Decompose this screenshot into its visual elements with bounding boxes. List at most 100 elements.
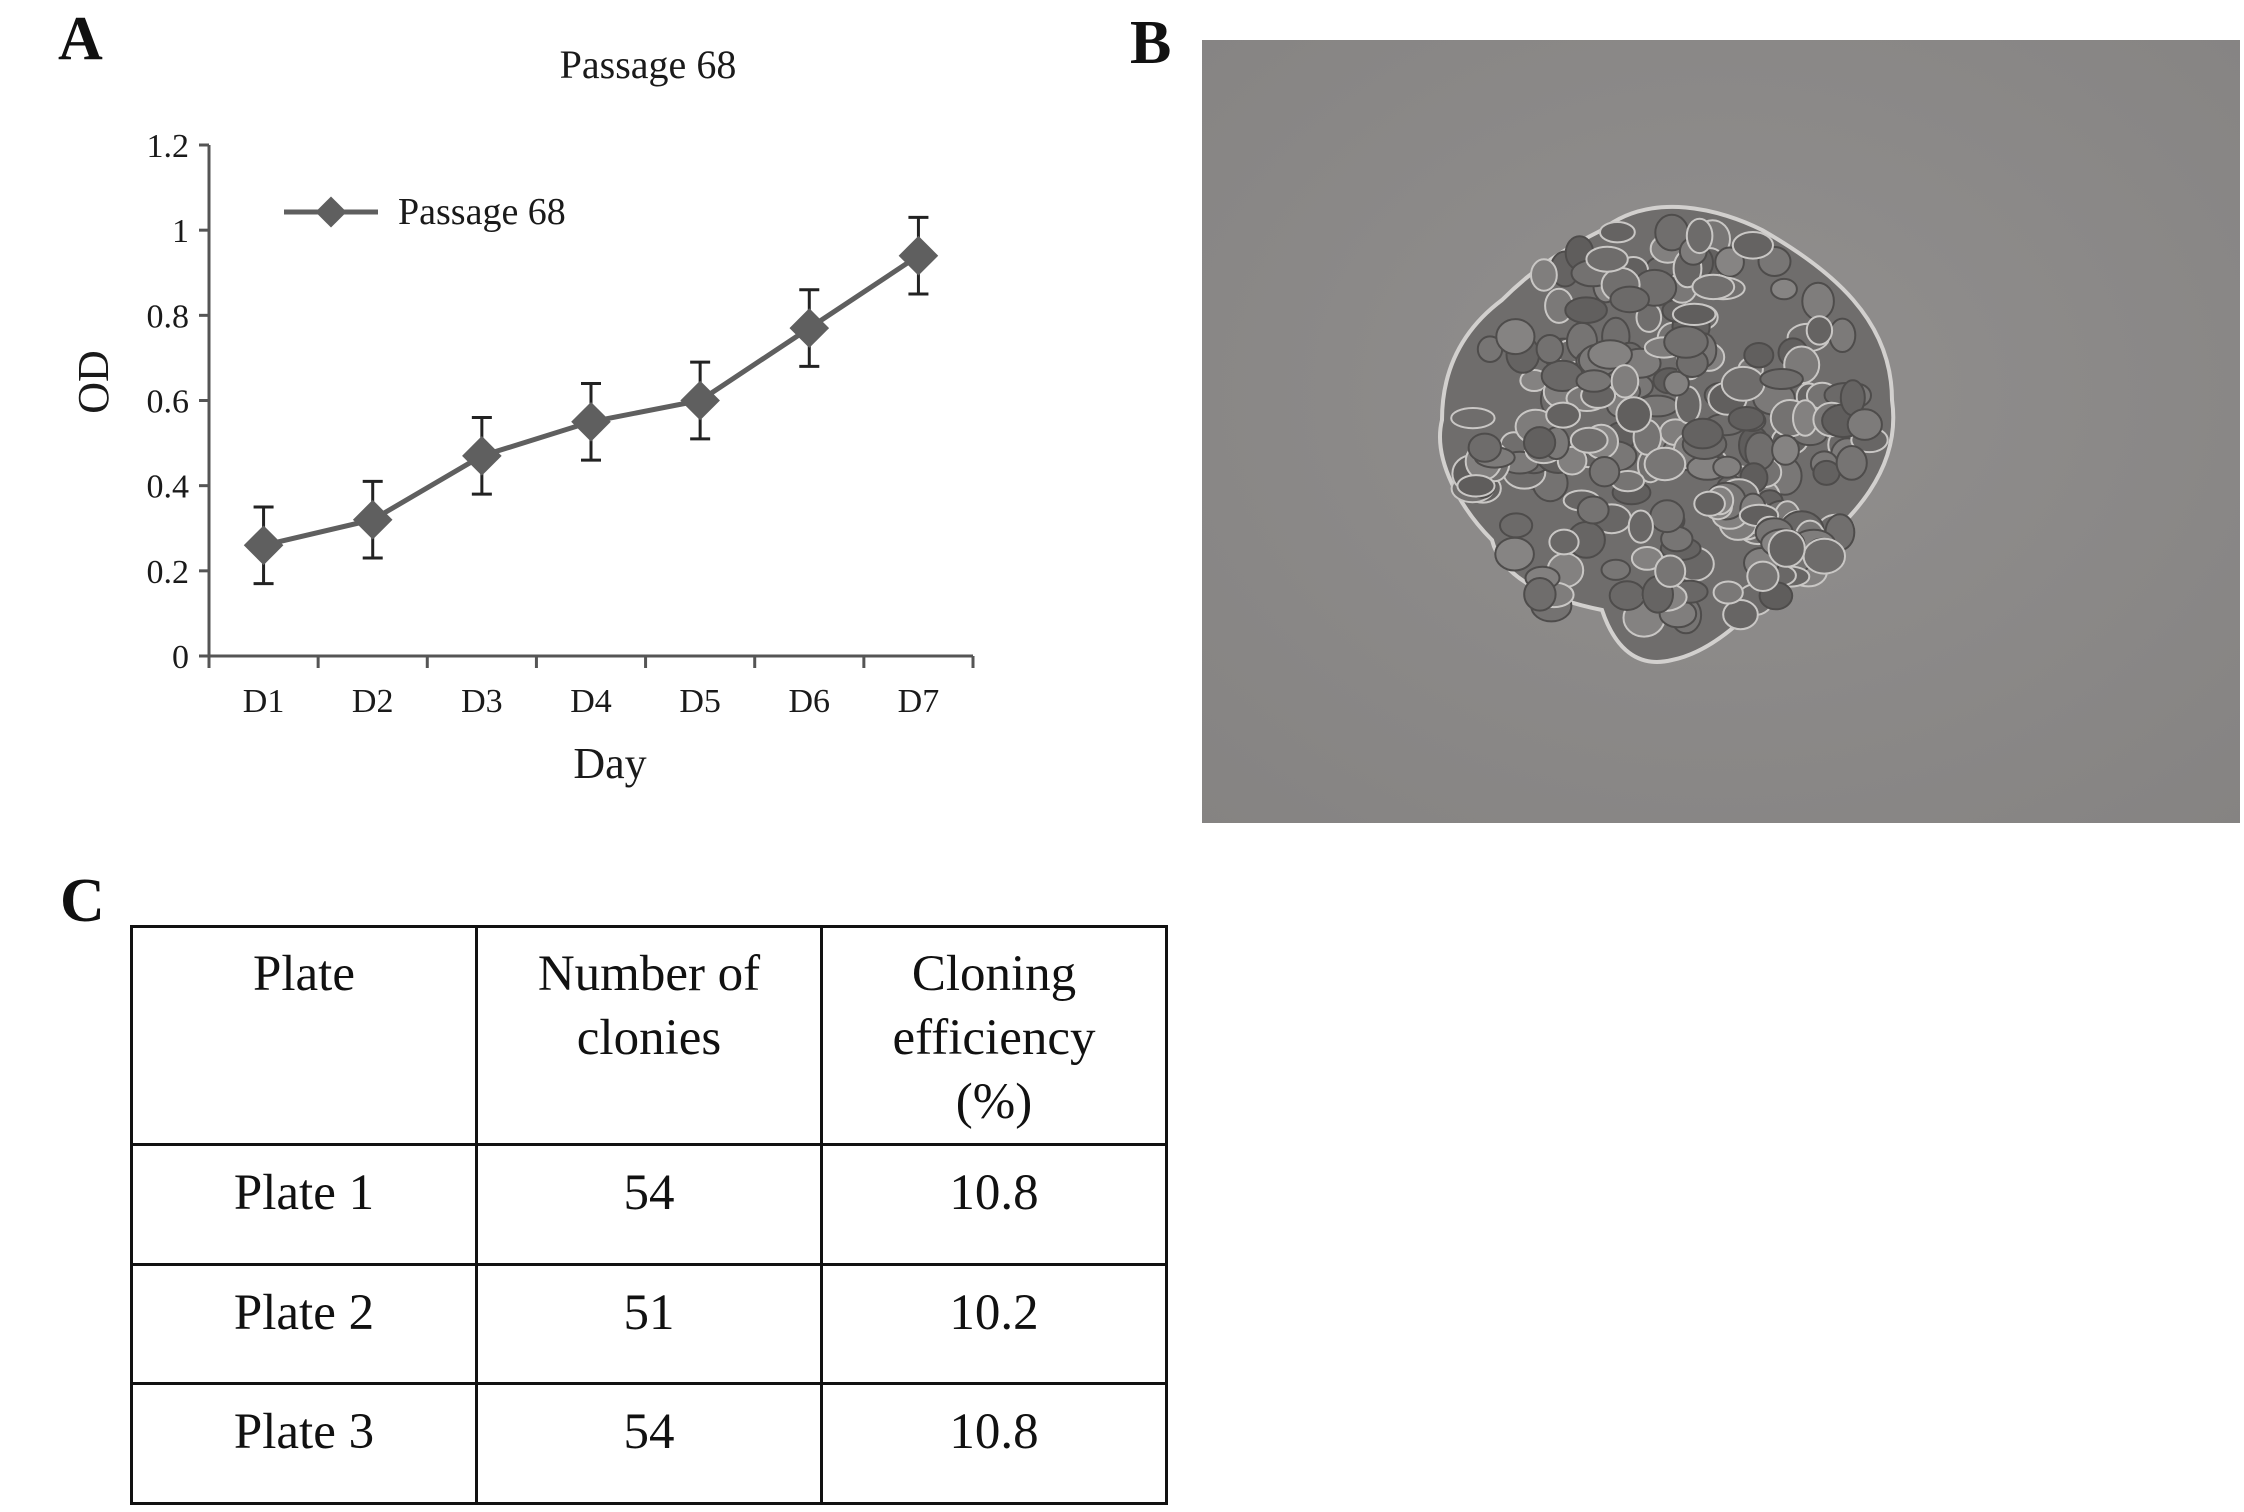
cell — [1599, 221, 1636, 244]
cell — [1835, 445, 1868, 481]
x-tick-label: D6 — [789, 683, 831, 720]
data-point — [789, 308, 830, 348]
cell — [1523, 577, 1557, 612]
y-tick-label: 0.2 — [147, 554, 190, 591]
panel-label-c: C — [60, 867, 105, 935]
cell — [1587, 339, 1633, 370]
panel-label-a: A — [58, 5, 103, 73]
cell — [1600, 558, 1632, 581]
data-point — [462, 436, 502, 476]
cell — [1456, 474, 1496, 498]
cell — [1615, 396, 1653, 433]
cell — [1693, 490, 1726, 517]
cell — [1727, 406, 1766, 432]
data-point — [243, 525, 284, 566]
cell — [1746, 560, 1780, 592]
cell — [1802, 537, 1846, 575]
x-tick-label: D5 — [679, 683, 721, 720]
data-point — [898, 235, 939, 276]
table-header-row: Plate Number of clonies Cloning efficien… — [130, 925, 1168, 1146]
cell — [1691, 273, 1736, 301]
cell — [1828, 317, 1857, 353]
cell — [1722, 599, 1759, 631]
x-tick-label: D1 — [243, 683, 285, 720]
data-point — [680, 380, 720, 421]
data-point — [571, 401, 611, 442]
cell — [1731, 231, 1775, 260]
table-cell-efficiency: 10.8 — [820, 1382, 1168, 1505]
cell — [1712, 455, 1742, 479]
data-point — [352, 499, 393, 540]
header-plate: Plate — [130, 925, 478, 1146]
header-line: Number of — [537, 946, 761, 1002]
table-cell-plate: Plate 2 — [130, 1262, 478, 1386]
cell — [1548, 528, 1580, 556]
cell — [1805, 315, 1834, 346]
cell — [1608, 580, 1646, 611]
table-cell-clonies: 54 — [475, 1382, 823, 1505]
cell — [1494, 536, 1535, 572]
legend: Passage 68 — [284, 191, 566, 233]
cell — [1467, 432, 1502, 463]
table-cell-clonies: 54 — [475, 1143, 823, 1266]
panel-label-b: B — [1130, 9, 1172, 77]
micrograph-colony-image — [1202, 40, 2240, 823]
y-axis-label: OD — [69, 350, 118, 414]
growth-line-chart: Passage 68 OD Day 0 0.2 0.4 0.6 0.8 1 1.2 D1 D2… — [69, 42, 975, 788]
chart-title: Passage 68 — [560, 42, 737, 87]
cell — [1767, 529, 1806, 568]
cell — [1569, 426, 1609, 454]
cell — [1681, 417, 1724, 450]
x-axis-label: Day — [573, 739, 646, 788]
y-tick-label: 0.6 — [147, 384, 190, 421]
cell — [1663, 325, 1709, 359]
y-tick-label: 1.2 — [147, 128, 190, 165]
header-line: efficiency — [892, 1010, 1096, 1066]
cell — [1609, 285, 1651, 314]
cell — [1714, 246, 1745, 278]
table-row: Plate 1 54 10.8 — [130, 1143, 1168, 1266]
cell — [1771, 434, 1800, 466]
cell — [1495, 318, 1536, 356]
cell — [1499, 512, 1534, 539]
cell — [1720, 365, 1766, 402]
table-cell-plate: Plate 1 — [130, 1143, 478, 1266]
cell — [1743, 342, 1775, 369]
table-row: Plate 3 54 10.8 — [130, 1382, 1168, 1505]
header-number-of-clonies: Number of clonies — [475, 925, 823, 1146]
cell — [1671, 302, 1717, 326]
cell — [1450, 407, 1496, 430]
legend-marker — [315, 196, 347, 228]
cell — [1712, 580, 1744, 605]
x-tick-label: D7 — [898, 683, 940, 720]
y-tick-label: 0.8 — [147, 298, 190, 335]
y-tick-label: 1 — [172, 213, 189, 250]
x-tick-label: D4 — [570, 683, 612, 720]
x-tick-label: D3 — [461, 683, 503, 720]
legend-label: Passage 68 — [398, 191, 566, 233]
header-line: Plate — [253, 946, 355, 1002]
table-cell-efficiency: 10.2 — [820, 1262, 1168, 1386]
cell — [1770, 277, 1798, 301]
cell — [1663, 370, 1690, 397]
cell — [1846, 408, 1883, 441]
cell — [1530, 258, 1558, 292]
cell — [1523, 426, 1557, 460]
header-line: Cloning — [911, 946, 1077, 1002]
cell — [1654, 554, 1687, 588]
cell — [1759, 368, 1804, 390]
cell — [1627, 509, 1654, 544]
table-cell-plate: Plate 3 — [130, 1382, 478, 1505]
cell — [1576, 495, 1610, 525]
table-cell-clonies: 51 — [475, 1262, 823, 1386]
cell — [1685, 217, 1714, 255]
cell — [1801, 281, 1835, 321]
cell — [1610, 364, 1640, 399]
cloning-table: Plate Number of clonies Cloning efficien… — [130, 925, 1168, 1505]
cell — [1575, 369, 1613, 393]
table-row: Plate 2 51 10.2 — [130, 1262, 1168, 1386]
header-cloning-efficiency: Cloning efficiency (%) — [820, 925, 1168, 1146]
cell — [1649, 499, 1685, 534]
table-cell-efficiency: 10.8 — [820, 1143, 1168, 1266]
y-tick-label: 0.4 — [147, 469, 190, 506]
